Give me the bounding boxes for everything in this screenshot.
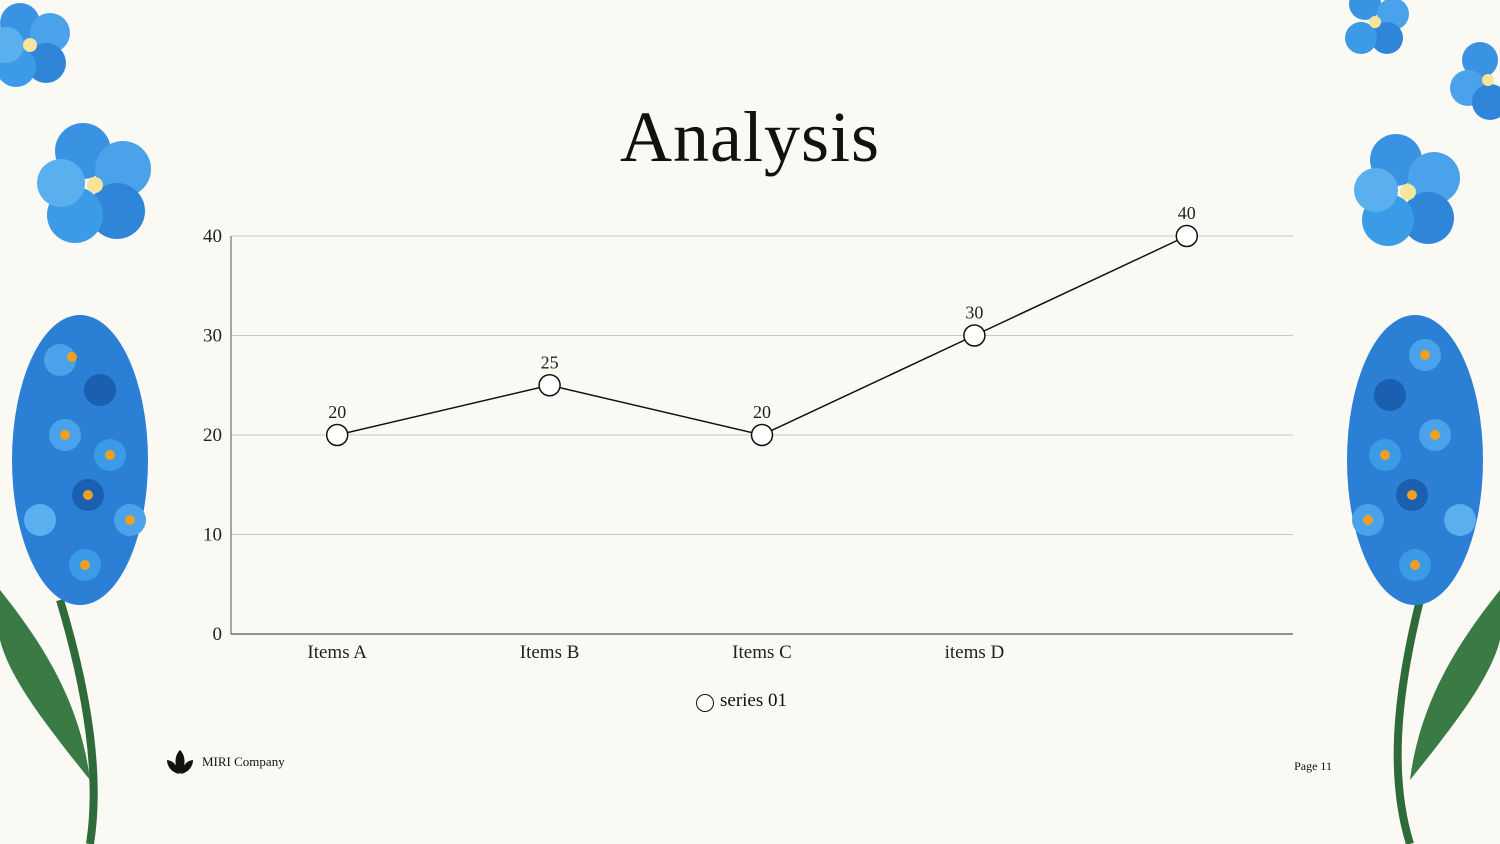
slide-title: Analysis	[620, 97, 880, 177]
data-point-marker	[963, 324, 986, 347]
chart-legend: series 01	[696, 688, 787, 714]
data-label: 20	[753, 402, 771, 422]
company-name: MIRI Company	[202, 754, 285, 769]
left-flower-cluster	[12, 315, 148, 605]
data-point-marker	[538, 374, 561, 397]
data-label: 30	[965, 303, 983, 323]
y-tick-label: 0	[213, 624, 223, 645]
left-second-flower	[37, 123, 151, 243]
company-logo: MIRI Company	[166, 748, 285, 776]
right-second-flower	[1354, 134, 1460, 246]
left-top-flower	[0, 3, 70, 87]
x-category-label: Items C	[732, 642, 792, 663]
legend-series-label: series 01	[720, 690, 788, 711]
left-floral-decoration	[0, 3, 151, 844]
right-top-flower	[1345, 0, 1409, 54]
x-category-label: Items B	[520, 642, 580, 663]
page-number: Page 11	[1294, 759, 1332, 773]
y-tick-label: 40	[203, 226, 222, 247]
legend-marker-icon	[696, 694, 714, 712]
data-point-marker	[750, 423, 774, 447]
y-tick-label: 30	[203, 326, 222, 347]
data-label: 25	[541, 352, 559, 372]
leaf-logo-icon	[167, 750, 193, 774]
x-category-label: Items A	[307, 642, 367, 663]
data-label: 20	[328, 402, 346, 422]
right-edge-flower	[1450, 42, 1500, 120]
right-flower-cluster	[1347, 315, 1483, 605]
y-tick-label: 10	[203, 525, 222, 546]
x-category-label: items D	[945, 642, 1005, 663]
y-tick-label: 20	[203, 425, 222, 446]
right-floral-decoration	[1345, 0, 1500, 844]
data-label: 40	[1178, 203, 1196, 223]
data-point-marker	[325, 423, 349, 447]
data-point-marker	[1175, 224, 1199, 248]
